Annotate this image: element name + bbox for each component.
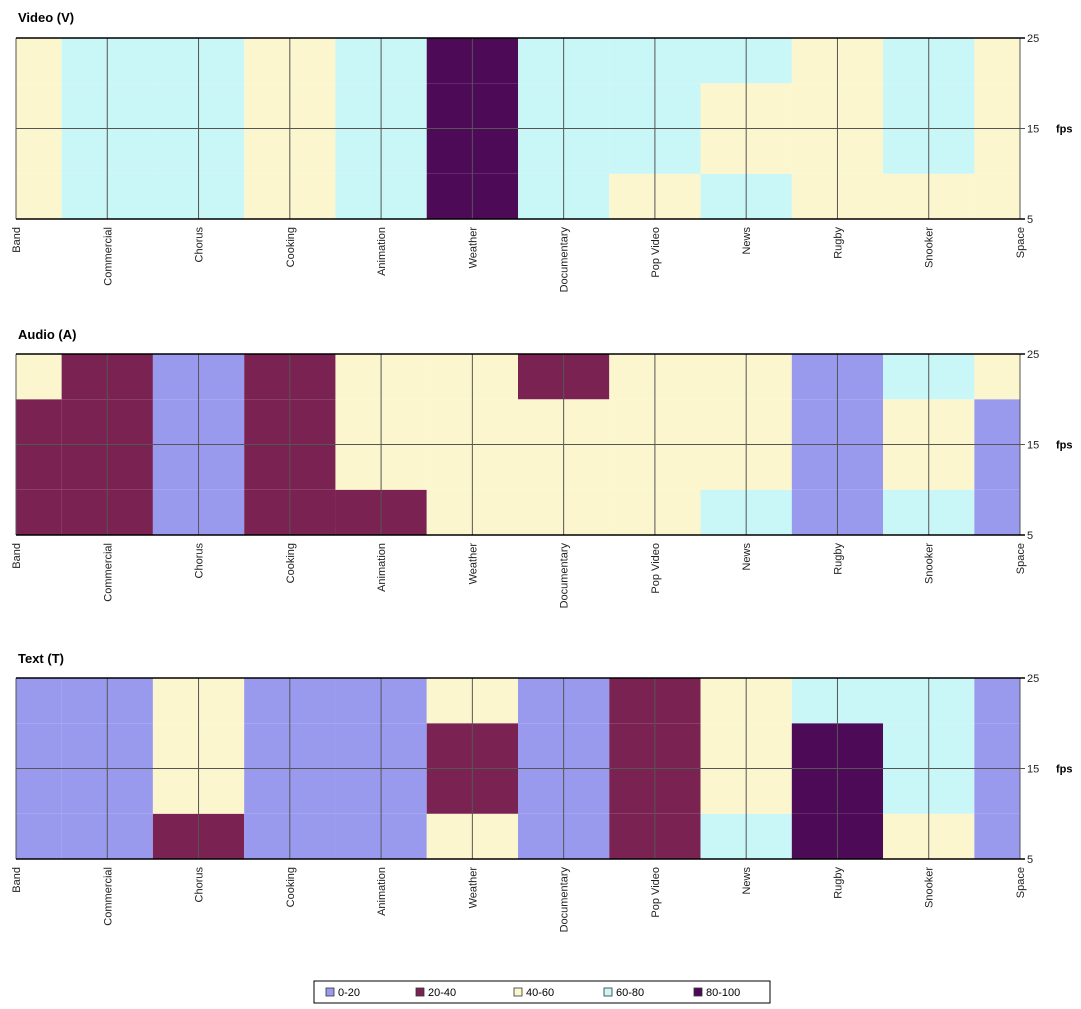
y-axis-unit: fps bbox=[1056, 124, 1073, 136]
y-tick-label: 5 bbox=[1027, 854, 1033, 866]
legend-swatch bbox=[325, 987, 335, 997]
x-tick-label: Animation bbox=[376, 543, 388, 592]
x-tick-label: Rugby bbox=[832, 227, 844, 259]
legend-label: 40-60 bbox=[526, 987, 554, 999]
heatmap-cell bbox=[974, 489, 1020, 535]
heatmap-cell bbox=[16, 813, 62, 859]
legend: 0-20 20-40 40-60 60-80 80-100 bbox=[313, 980, 771, 1004]
x-tick-label: Cooking bbox=[285, 227, 297, 267]
legend-box bbox=[313, 980, 771, 1004]
chart-title: Video (V) bbox=[18, 10, 74, 25]
y-axis-unit: fps bbox=[1056, 764, 1073, 776]
legend-swatch bbox=[415, 987, 425, 997]
y-axis-unit: fps bbox=[1056, 440, 1073, 452]
legend-label: 0-20 bbox=[338, 987, 360, 999]
x-tick-label: Cooking bbox=[285, 867, 297, 907]
x-tick-label: Commercial bbox=[102, 543, 114, 602]
heatmap-cell bbox=[16, 354, 62, 400]
x-tick-label: Weather bbox=[467, 543, 479, 585]
x-tick-label: Rugby bbox=[832, 543, 844, 575]
x-tick-label: Chorus bbox=[194, 867, 206, 903]
x-tick-label: Snooker bbox=[924, 543, 936, 584]
x-tick-label: Space bbox=[1015, 867, 1027, 898]
heatmap-cell bbox=[974, 354, 1020, 400]
x-tick-label: Commercial bbox=[102, 227, 114, 286]
y-tick-label: 15 bbox=[1027, 440, 1039, 452]
x-tick-label: Pop Video bbox=[650, 867, 662, 918]
x-tick-label: Space bbox=[1015, 543, 1027, 574]
x-tick-label: Commercial bbox=[102, 867, 114, 926]
heatmap-cell bbox=[16, 38, 62, 84]
x-tick-label: Cooking bbox=[285, 543, 297, 583]
y-tick-label: 25 bbox=[1027, 673, 1039, 685]
x-tick-label: Weather bbox=[467, 867, 479, 909]
y-tick-label: 25 bbox=[1027, 349, 1039, 361]
legend-swatch bbox=[603, 987, 613, 997]
x-tick-label: News bbox=[741, 867, 753, 895]
x-tick-label: Animation bbox=[376, 227, 388, 276]
audio-chart: Audio (A) 25 15 5 fps Band Commercial Chorus Co… bbox=[11, 327, 1073, 608]
heatmap-cell bbox=[974, 813, 1020, 859]
x-tick-label: Band bbox=[11, 543, 23, 569]
legend-label: 20-40 bbox=[428, 987, 456, 999]
chart-title: Audio (A) bbox=[18, 327, 76, 342]
y-tick-label: 25 bbox=[1027, 33, 1039, 45]
x-tick-label: Chorus bbox=[194, 227, 206, 263]
heatmap-cell bbox=[16, 173, 62, 219]
chart-title: Text (T) bbox=[18, 651, 64, 666]
x-tick-label: Pop Video bbox=[650, 227, 662, 278]
x-tick-label: Band bbox=[11, 227, 23, 253]
x-tick-label: Space bbox=[1015, 227, 1027, 258]
x-tick-label: Documentary bbox=[559, 227, 571, 293]
x-tick-label: Chorus bbox=[194, 543, 206, 579]
x-tick-label: Documentary bbox=[559, 543, 571, 609]
x-tick-label: Pop Video bbox=[650, 543, 662, 594]
y-tick-label: 5 bbox=[1027, 530, 1033, 542]
legend-swatch bbox=[513, 987, 523, 997]
x-tick-label: Snooker bbox=[924, 867, 936, 908]
x-tick-label: Documentary bbox=[559, 867, 571, 933]
x-tick-label: Rugby bbox=[832, 867, 844, 899]
heatmap-cell bbox=[16, 489, 62, 535]
heatmap-cell bbox=[974, 678, 1020, 724]
y-tick-label: 5 bbox=[1027, 214, 1033, 226]
x-tick-label: Animation bbox=[376, 867, 388, 916]
legend-label: 60-80 bbox=[616, 987, 644, 999]
x-tick-label: Snooker bbox=[924, 227, 936, 268]
video-chart: Video (V) 25 15 5 fps Band Commercial Chorus Co… bbox=[11, 10, 1073, 292]
heatmap-cell bbox=[974, 38, 1020, 84]
x-tick-label: News bbox=[741, 227, 753, 255]
y-tick-label: 15 bbox=[1027, 124, 1039, 136]
heatmap-cell bbox=[974, 173, 1020, 219]
x-tick-label: News bbox=[741, 543, 753, 571]
legend-swatch bbox=[693, 987, 703, 997]
y-tick-label: 15 bbox=[1027, 764, 1039, 776]
x-tick-label: Band bbox=[11, 867, 23, 893]
heatmap-cell bbox=[16, 678, 62, 724]
x-tick-label: Weather bbox=[467, 227, 479, 269]
text-chart: Text (T) 25 15 5 fps Band Commercial Chorus Coo… bbox=[11, 651, 1073, 932]
legend-label: 80-100 bbox=[706, 987, 740, 999]
